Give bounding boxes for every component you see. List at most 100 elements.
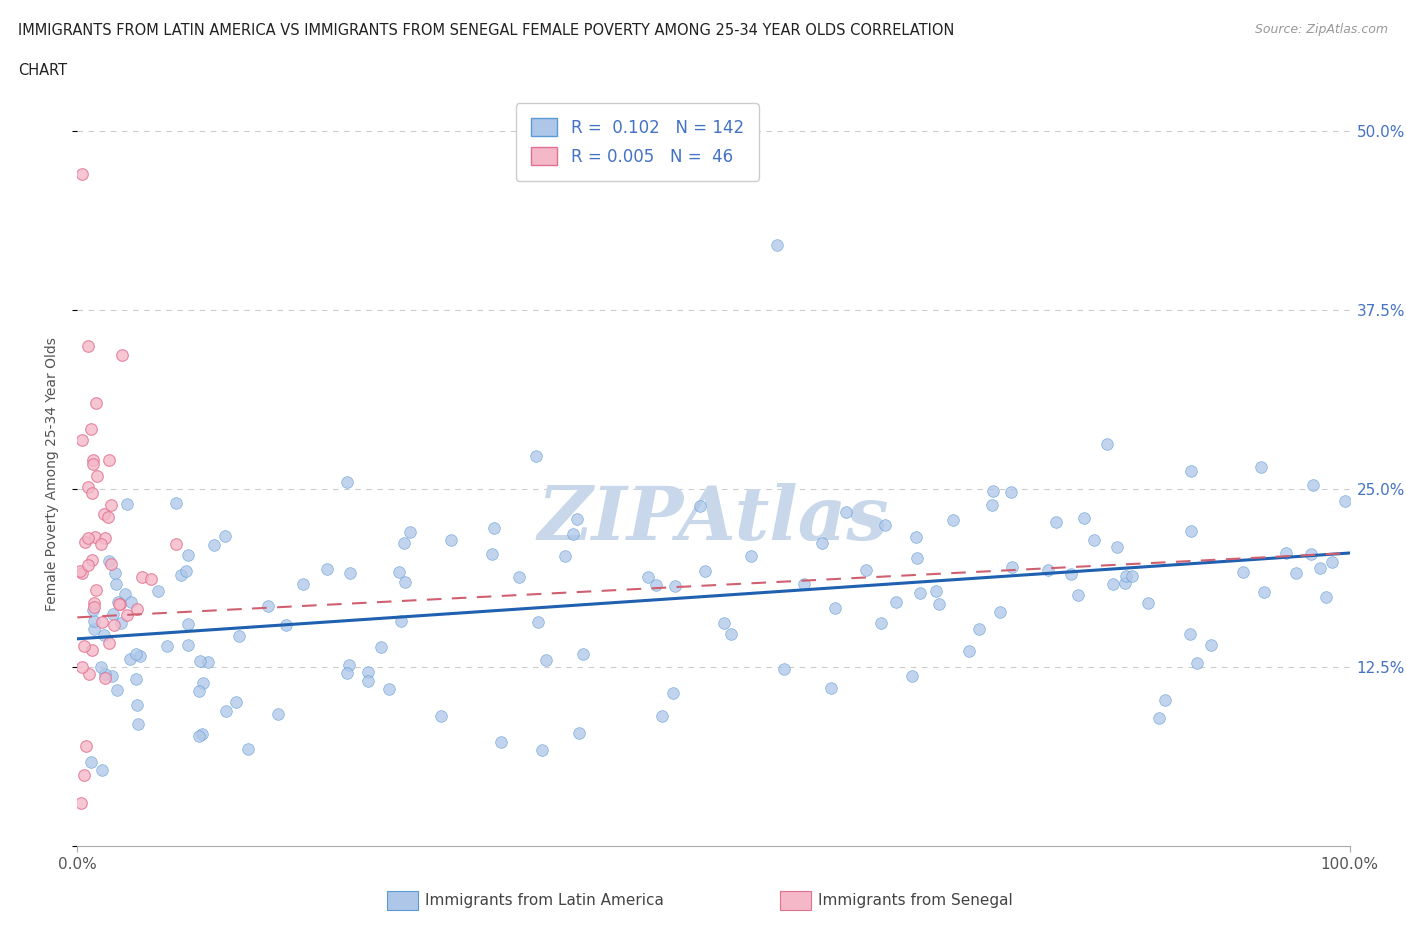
Point (77, 530, 100, 545)
Text: Immigrants from Senegal: Immigrants from Senegal (818, 893, 1014, 908)
Point (73, 534, 96, 549)
Point (664, 579, 686, 594)
Point (1322, 554, 1344, 569)
Point (905, 530, 928, 545)
Point (1107, 539, 1129, 554)
Point (1253, 584, 1275, 599)
Point (93, 667, 115, 682)
Point (793, 577, 815, 591)
Point (107, 596, 129, 611)
Point (766, 238, 789, 253)
Point (73, 767, 96, 782)
Point (905, 551, 928, 565)
Point (177, 547, 200, 562)
Point (1114, 575, 1136, 590)
Point (139, 571, 162, 586)
Point (1095, 436, 1118, 451)
Point (1299, 547, 1322, 562)
Point (190, 726, 212, 741)
Point (165, 537, 187, 551)
Point (910, 586, 932, 601)
Point (1250, 459, 1272, 474)
Point (127, 602, 149, 617)
Point (170, 568, 193, 583)
Point (378, 682, 401, 697)
Point (1309, 561, 1331, 576)
Point (107, 595, 129, 610)
Point (1067, 587, 1090, 602)
Point (267, 707, 290, 722)
Point (1180, 524, 1202, 538)
Point (568, 725, 591, 740)
Point (1102, 577, 1125, 591)
Point (1073, 511, 1095, 525)
Point (69, 564, 91, 578)
Point (103, 618, 125, 632)
Point (662, 685, 685, 700)
Point (72, 166, 94, 181)
Point (1045, 515, 1067, 530)
Point (127, 716, 149, 731)
Point (111, 348, 134, 363)
Text: Immigrants from Latin America: Immigrants from Latin America (425, 893, 664, 908)
Point (720, 626, 742, 641)
Point (83, 600, 105, 615)
Point (925, 583, 948, 598)
Point (115, 497, 138, 512)
Point (1180, 627, 1202, 642)
Point (82, 486, 104, 501)
Point (835, 504, 858, 519)
Point (1115, 568, 1137, 583)
Point (481, 546, 503, 561)
Point (740, 549, 762, 564)
Point (1038, 563, 1060, 578)
Point (190, 654, 212, 669)
Point (84, 529, 107, 544)
Point (86, 395, 108, 410)
Point (176, 617, 198, 631)
Point (1060, 566, 1083, 581)
Point (80, 642, 103, 657)
Point (115, 607, 138, 622)
Point (1285, 565, 1308, 580)
Point (83, 621, 105, 636)
Point (214, 529, 236, 544)
Point (336, 666, 359, 681)
Point (75, 738, 97, 753)
Point (571, 646, 593, 661)
Point (70, 796, 93, 811)
Point (1000, 485, 1022, 499)
Point (84, 583, 107, 598)
Point (651, 709, 673, 724)
Point (165, 496, 187, 511)
Point (316, 561, 339, 576)
Point (1121, 568, 1143, 583)
Point (128, 648, 150, 663)
Point (1001, 560, 1024, 575)
Point (1136, 595, 1159, 610)
Point (82, 552, 104, 567)
Point (101, 669, 124, 684)
Point (174, 564, 197, 578)
Point (77, 558, 100, 573)
Point (83, 596, 105, 611)
Point (1315, 589, 1337, 604)
Point (80, 421, 103, 436)
Text: CHART: CHART (18, 63, 67, 78)
Point (72, 565, 94, 580)
Point (90, 763, 112, 777)
Point (430, 709, 453, 724)
Point (291, 577, 314, 591)
Point (98, 553, 121, 568)
Point (114, 586, 136, 601)
Point (104, 577, 127, 591)
Point (156, 638, 179, 653)
Point (990, 604, 1012, 619)
Point (77, 666, 100, 681)
Point (981, 484, 1004, 498)
Point (554, 549, 576, 564)
Point (125, 671, 148, 686)
Point (73, 638, 96, 653)
Point (524, 448, 547, 463)
Point (107, 683, 129, 698)
